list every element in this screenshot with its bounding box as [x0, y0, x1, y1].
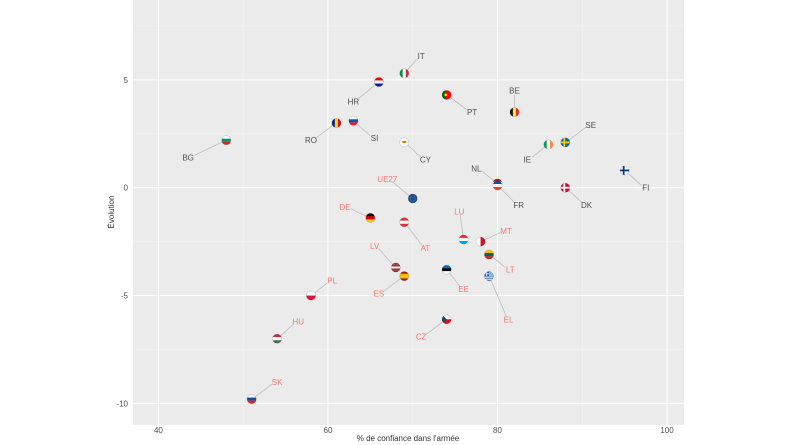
connector-it: [407, 58, 418, 71]
label-pt: PT: [467, 108, 477, 117]
label-at: AT: [421, 244, 431, 253]
connector-fi: [627, 173, 642, 186]
flag-marker-dk: [560, 182, 571, 193]
flag-marker-se: [560, 137, 571, 148]
connector-at: [406, 225, 422, 246]
label-se: SE: [585, 121, 596, 130]
x-tick-label: 100: [660, 426, 674, 435]
connector-ue27: [391, 181, 410, 196]
connector-sk: [255, 383, 273, 397]
x-tick-label: 40: [154, 426, 163, 435]
connector-se: [568, 127, 587, 141]
connector-lt: [492, 256, 506, 268]
flag-marker-be: [509, 107, 520, 118]
y-tick-label: -10: [116, 399, 128, 408]
connector-lv: [378, 248, 393, 265]
x-axis-title: % de confiance dans l'armée: [357, 434, 460, 443]
connector-mt: [484, 232, 501, 241]
axis-ticks: 40 60 80 100 5 0 -5 -10: [116, 76, 674, 435]
flag-marker-lu: [458, 234, 469, 245]
connector-ro: [315, 125, 333, 139]
flag-markers: [221, 68, 630, 404]
flag-marker-mt: [475, 236, 486, 247]
connector-si: [356, 123, 371, 136]
flag-marker-ue27: [407, 193, 418, 204]
label-lt: LT: [506, 266, 515, 275]
flag-marker-at: [399, 217, 410, 228]
connector-ee: [449, 272, 460, 287]
flag-marker-lt: [484, 249, 494, 260]
flag-marker-hr: [373, 77, 384, 87]
flag-marker-fr: [492, 180, 503, 191]
connector-cy: [407, 144, 422, 158]
label-connectors: [193, 58, 642, 397]
connector-es: [383, 278, 401, 292]
connector-dk: [568, 190, 583, 203]
x-tick-label: 60: [324, 426, 333, 435]
connector-pt: [450, 97, 468, 111]
flag-marker-ie: [543, 139, 554, 150]
flag-marker-cz: [441, 314, 452, 325]
connector-cz: [425, 321, 444, 335]
label-cy: CY: [420, 156, 432, 165]
flag-marker-ro: [331, 118, 342, 128]
connector-fr: [500, 188, 515, 203]
flag-marker-pl: [306, 290, 316, 301]
flag-marker-si: [348, 115, 359, 126]
label-it: IT: [418, 52, 425, 61]
country-labels: IT HR PT BE RO SI SE IE BG CY NL FR FI DK UE27 DE AT LU MT…: [182, 52, 649, 387]
plot-panel: [133, 0, 684, 425]
connector-hr: [357, 84, 376, 100]
label-pl: PL: [327, 276, 337, 285]
flag-marker-fi: [619, 165, 630, 176]
label-el: EL: [504, 315, 514, 324]
x-tick-label: 80: [493, 426, 502, 435]
label-be: BE: [509, 87, 520, 96]
connector-pl: [314, 282, 328, 294]
connector-bg: [193, 141, 223, 157]
connector-nl: [480, 170, 495, 182]
label-cz: CZ: [416, 333, 427, 342]
connector-el: [490, 280, 507, 316]
flag-marker-de: [365, 213, 376, 223]
label-es: ES: [373, 289, 384, 298]
y-tick-label: -5: [121, 292, 129, 301]
connector-hu: [280, 323, 294, 337]
label-sk: SK: [272, 378, 283, 387]
label-ee: EE: [458, 285, 469, 294]
y-tick-label: 0: [124, 184, 129, 193]
flag-marker-hu: [272, 333, 282, 344]
label-de: DE: [339, 203, 350, 212]
connector-ie: [531, 146, 545, 158]
label-fi: FI: [642, 184, 649, 193]
flag-marker-ee: [441, 264, 452, 275]
connector-lu: [459, 215, 464, 235]
flag-marker-es: [399, 271, 410, 281]
label-fr: FR: [513, 201, 524, 210]
label-mt: MT: [500, 227, 512, 236]
flag-marker-it: [399, 68, 410, 79]
label-ie: IE: [523, 156, 531, 165]
flag-marker-cy: [399, 137, 410, 148]
label-hr: HR: [348, 97, 360, 106]
y-axis-title: Évolution: [107, 196, 116, 229]
flag-marker-pt: [441, 90, 452, 100]
label-bg: BG: [182, 153, 194, 162]
label-si: SI: [371, 134, 379, 143]
label-lv: LV: [370, 242, 380, 251]
grid-lines: [133, 0, 684, 425]
flag-marker-sk: [246, 394, 257, 404]
label-ro: RO: [305, 136, 317, 145]
flag-marker-el: [484, 271, 494, 281]
label-nl: NL: [471, 164, 482, 173]
label-lu: LU: [454, 207, 464, 216]
label-dk: DK: [581, 201, 593, 210]
label-hu: HU: [293, 317, 305, 326]
flag-marker-lv: [390, 262, 401, 273]
label-ue27: UE27: [377, 175, 398, 184]
connector-de: [350, 208, 367, 217]
flag-marker-bg: [221, 135, 232, 146]
y-tick-label: 5: [124, 76, 129, 85]
